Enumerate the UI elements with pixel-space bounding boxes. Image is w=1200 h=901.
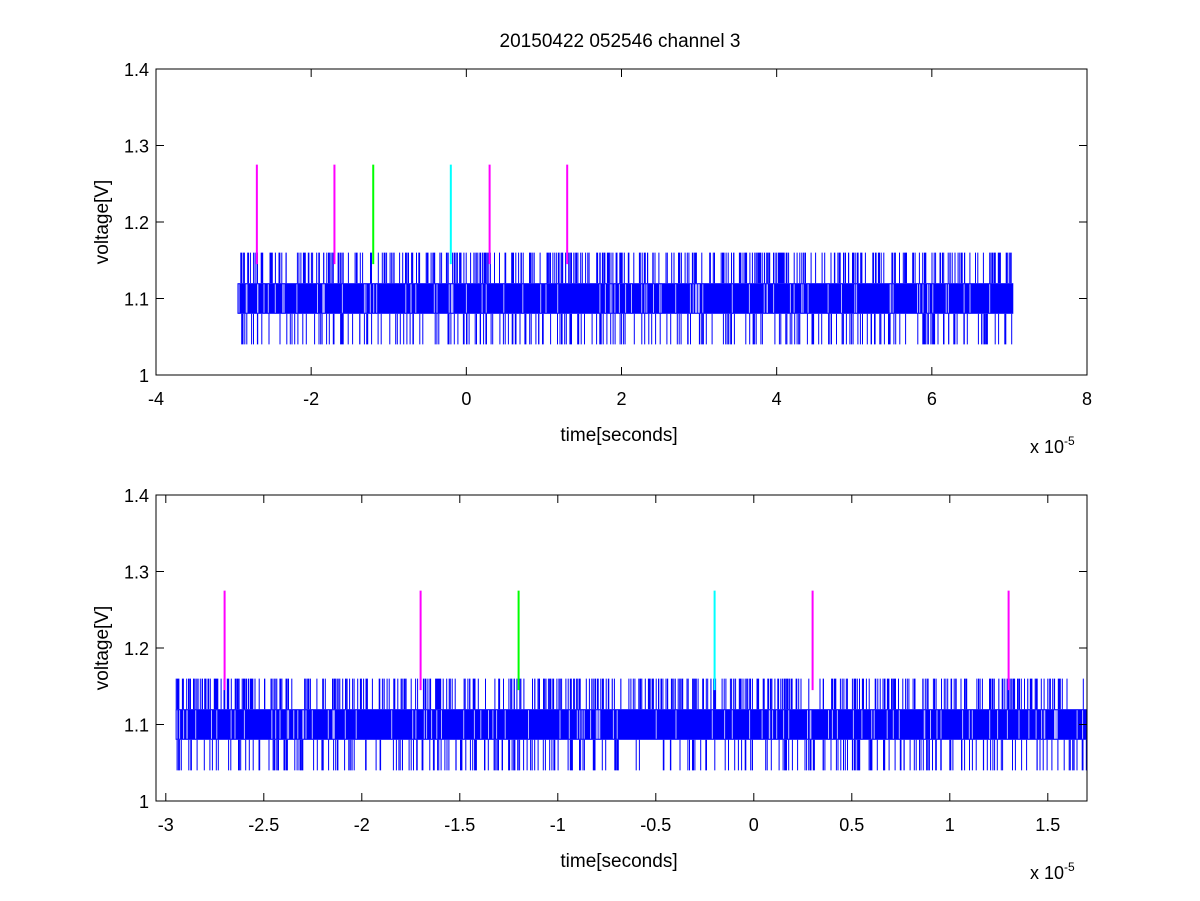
x-tick-label: -2.5 — [248, 815, 279, 835]
x-tick-label: 4 — [772, 389, 782, 409]
x-tick-label: 1.5 — [1035, 815, 1060, 835]
x-tick-label: 0.5 — [839, 815, 864, 835]
top-x-axis-label: time[seconds] — [560, 425, 677, 446]
signal-low-spikes — [241, 313, 1013, 345]
bottom-x-axis-label: time[seconds] — [560, 851, 677, 872]
y-tick-label: 1 — [139, 366, 149, 386]
x-tick-label: -2 — [354, 815, 370, 835]
signal-baseline-band — [175, 709, 1088, 740]
x-tick-label: 6 — [927, 389, 937, 409]
x-tick-label: -4 — [148, 389, 164, 409]
top-x-multiplier-base: x 10 — [1030, 437, 1064, 457]
bottom-chart-panel: -3 -2.5 -2 -1.5 -1 -0.5 0 0.5 1 1.511.11.21.31.4 … — [92, 486, 1088, 883]
chart-title: 20150422 052546 channel 3 — [500, 31, 741, 52]
signal-band-texture — [176, 710, 1084, 739]
top-chart-panel: 20150422 052546 channel 3 -4 -2 0 2 4 6 8 1 1.1 1… — [92, 31, 1092, 457]
signal-high-spikes — [175, 678, 1084, 710]
x-tick-label: 0 — [749, 815, 759, 835]
bottom-y-axis-label: voltage[V] — [92, 606, 113, 691]
x-tick-label: 1 — [945, 815, 955, 835]
bottom-plot-area — [175, 590, 1088, 771]
bottom-x-multiplier-base: x 10 — [1030, 863, 1064, 883]
signal-high-spikes — [240, 252, 1012, 284]
bottom-x-multiplier-exponent: -5 — [1064, 860, 1075, 874]
y-tick-label: 1.2 — [124, 213, 149, 233]
y-tick-label: 1 — [139, 792, 149, 812]
bottom-x-multiplier: x 10-5 — [1030, 860, 1075, 883]
bottom-ticks: -3 -2.5 -2 -1.5 -1 -0.5 0 0.5 1 1.5 1 1.1 1.2 1.3 1.4 — [124, 486, 1087, 835]
y-tick-label: 1.4 — [124, 60, 149, 80]
x-tick-label: -2 — [303, 389, 319, 409]
x-tick-label: -1.5 — [444, 815, 475, 835]
x-tick-label: -1 — [550, 815, 566, 835]
top-ticks: -4 -2 0 2 4 6 8 1 1.1 1.2 1.3 1.4 — [124, 60, 1092, 409]
y-tick-label: 1.2 — [124, 639, 149, 659]
signal-band-texture — [238, 284, 991, 313]
x-tick-label: -3 — [158, 815, 174, 835]
y-tick-label: 1.4 — [124, 486, 149, 506]
y-tick-label: 1.3 — [124, 137, 149, 157]
y-tick-label: 1.3 — [124, 563, 149, 583]
y-tick-label: 1.1 — [124, 290, 149, 310]
top-y-axis-label: voltage[V] — [92, 180, 113, 265]
top-x-multiplier-exponent: -5 — [1064, 434, 1075, 448]
x-tick-label: 2 — [616, 389, 626, 409]
top-x-multiplier: x 10-5 — [1030, 434, 1075, 457]
signal-low-spikes — [176, 739, 1087, 771]
y-tick-label: 1.1 — [124, 716, 149, 736]
x-tick-label: -0.5 — [640, 815, 671, 835]
x-tick-label: 8 — [1082, 389, 1092, 409]
bottom-axes-box — [155, 494, 1088, 802]
top-plot-area — [237, 164, 1014, 345]
x-tick-label: 0 — [461, 389, 471, 409]
